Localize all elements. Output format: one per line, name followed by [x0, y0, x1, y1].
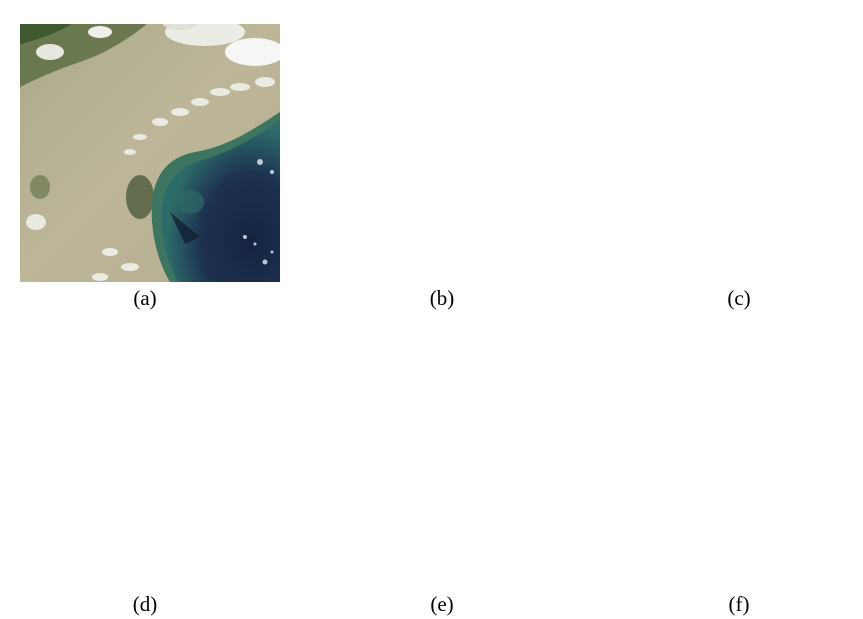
satellite-image [307, 12, 582, 282]
figure: (a) (b) (c) (d) (e) (f) [0, 0, 863, 619]
satellite-image [10, 12, 285, 282]
panel-label: (e) [430, 592, 453, 616]
panel-label: (b) [430, 286, 455, 310]
page: (a)(b)(c)(d)(e)(f) (() => { const data =… [0, 0, 863, 619]
satellite-image [604, 12, 863, 282]
panel-label: (a) [133, 286, 156, 310]
panel-label: (c) [727, 286, 750, 310]
panel-label: (d) [133, 592, 158, 616]
satellite-image [10, 318, 285, 588]
satellite-image [604, 318, 863, 588]
satellite-image [307, 318, 582, 588]
panel-label: (f) [729, 592, 750, 616]
